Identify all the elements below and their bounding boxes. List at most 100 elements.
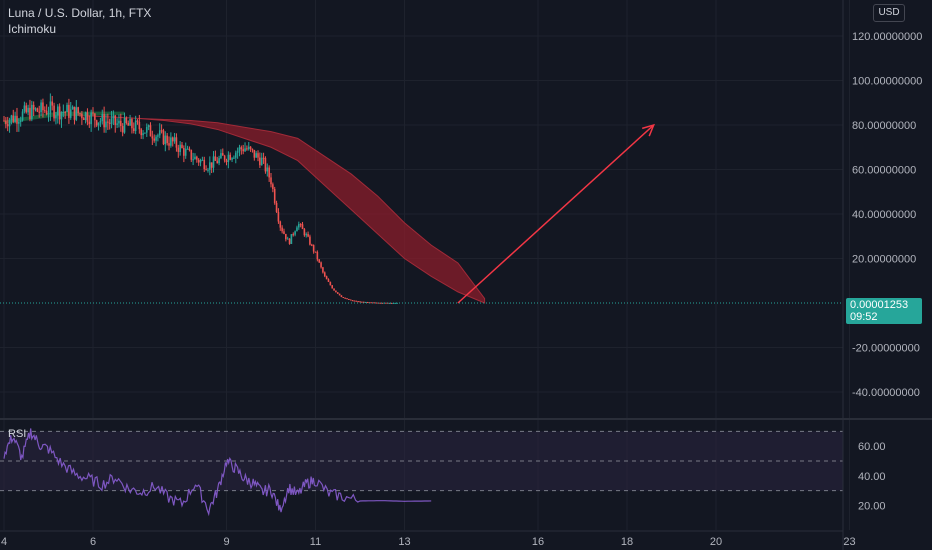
candle-body [349,299,352,301]
candle-body [147,125,150,127]
candle-body [173,137,176,142]
candle-body [322,267,324,273]
candle-body [164,135,167,145]
candle-body [275,202,278,212]
candle-body [298,224,300,228]
time-tick-label: 11 [310,536,321,548]
candle-body [153,138,155,141]
candle-body [207,169,209,171]
price-tick-label: 40.00000000 [852,209,916,221]
candle-body [259,157,261,166]
rsi-tick-label: 40.00 [858,471,886,483]
ichimoku-cloud [4,111,486,304]
candle-body [45,110,48,115]
candle-body [58,106,61,120]
candle-body [197,159,200,163]
candle-body [309,236,311,245]
candle-body [333,288,335,291]
price-tick-label: -20.00000000 [852,343,920,355]
candle-body [344,297,346,299]
candle-body [75,107,78,120]
candle-body [105,121,107,128]
candle-body [388,302,391,304]
candle-body [234,152,237,158]
time-tick-label: 23 [843,536,855,548]
candle-body [151,136,154,139]
candle-body [101,113,104,121]
candle-body [270,177,272,185]
candle-body [262,157,265,159]
candle-body [40,102,42,113]
rsi-tick-label: 60.00 [858,441,886,453]
trend-arrow-head [641,123,655,137]
time-tick-label: 20 [710,536,722,548]
candle-body [216,160,219,164]
candle-body [257,153,259,158]
candle-body [88,121,91,125]
candle-body [144,132,146,134]
candle-body [166,135,168,144]
candle-body [10,115,13,121]
indicator-legend-ichimoku[interactable]: Ichimoku [8,22,57,36]
price-tick-label: 60.00000000 [852,165,916,177]
candle-body [194,156,196,160]
candle-body [320,262,322,268]
candle-body [8,120,11,127]
candle-body [118,120,120,124]
candle-body [323,272,326,277]
time-tick-label: 9 [223,536,229,548]
candle-body [53,105,55,119]
currency-button[interactable]: USD [873,4,905,22]
candle-body [43,110,46,112]
candle-body [316,252,319,260]
candle-body [181,144,183,148]
candle-body [108,122,111,124]
candle-body [170,137,172,146]
indicator-legend-rsi[interactable]: RSI [8,428,27,440]
rsi-band [0,430,843,492]
candle-body [64,112,66,114]
rsi-band-fill [0,431,843,491]
time-tick-label: 6 [90,536,96,548]
candle-body [357,301,359,303]
candle-body [18,122,20,124]
candle-body [29,107,31,120]
candle-body [68,104,70,118]
candle-body [32,104,35,110]
candle-body [210,162,213,168]
last-price-tag: 0.00001253 09:52 [846,298,922,324]
candle-body [47,113,50,115]
candle-body [314,251,317,253]
candle-body [60,112,63,120]
price-tick-label: 80.00000000 [852,120,916,132]
candle-body [348,299,350,301]
candle-body [82,118,85,121]
candle-body [264,158,267,172]
candle-body [77,107,79,114]
candle-body [212,156,215,168]
symbol-title[interactable]: Luna / U.S. Dollar, 1h, FTX [8,6,152,20]
time-tick-label: 4 [1,536,7,548]
candle-body [299,224,302,226]
price-tick-label: -40.00000000 [852,387,920,399]
candle-body [188,148,191,150]
candle-body [112,115,115,119]
candle-body [236,151,239,153]
candle-body [227,154,230,163]
candle-body [6,124,9,127]
candle-body [138,122,141,130]
candle-body [162,130,165,145]
candle-body [242,149,244,152]
candle-body [71,106,74,110]
candle-body [183,147,185,156]
candle-body [303,229,306,236]
candle-body [142,133,144,136]
candle-body [140,129,143,136]
candle-body [268,167,270,178]
candle-body [301,224,304,230]
candle-body [90,112,92,125]
candle-body [97,122,100,126]
candle-body [336,292,339,294]
